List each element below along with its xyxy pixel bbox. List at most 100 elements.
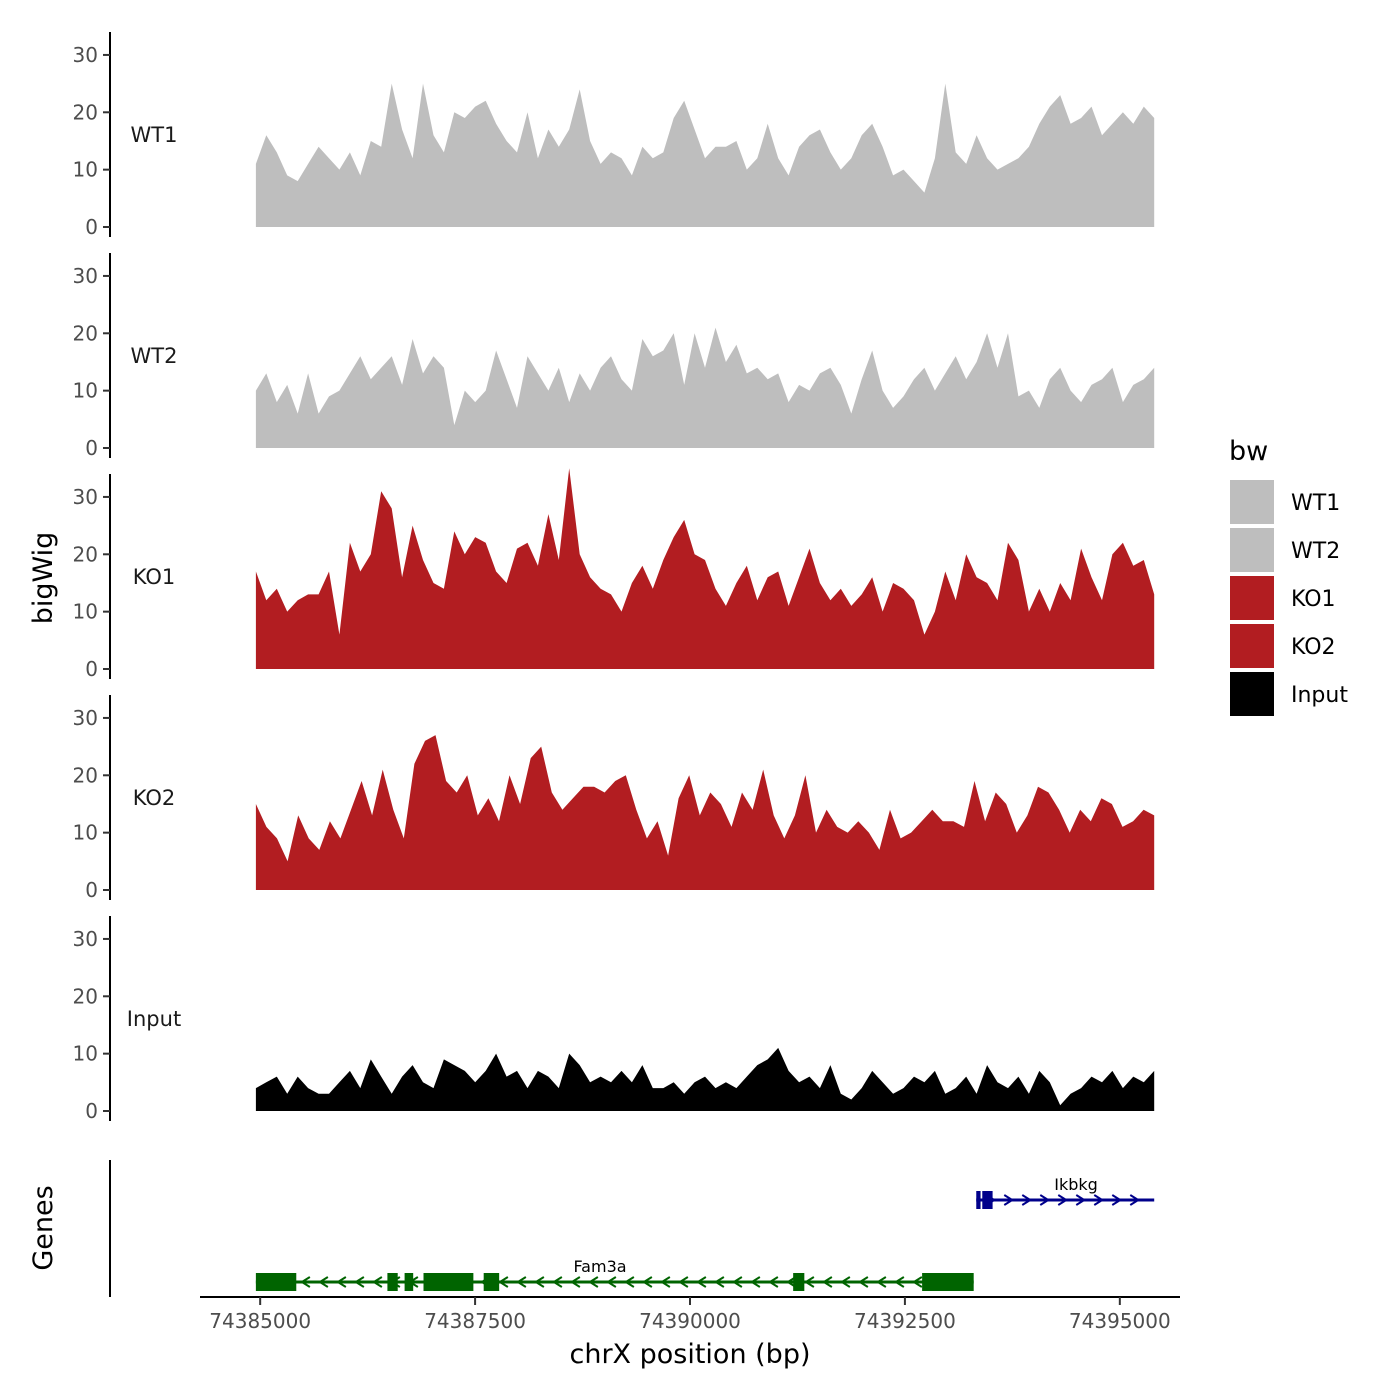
legend-label-wt1: WT1 [1291,491,1340,516]
y-tick-label: 10 [73,821,98,845]
x-tick-label: 74395000 [1069,1309,1171,1333]
strand-chevron [875,1276,887,1288]
gene-exon [982,1191,993,1209]
y-tick-label: 0 [85,878,98,902]
strand-chevron [893,1276,905,1288]
strand-chevron [1129,1194,1141,1206]
y-tick-label: 10 [73,158,98,182]
track-label: KO1 [133,565,176,589]
legend-label-ko1: KO1 [1291,587,1336,612]
legend-label-ko2: KO2 [1291,635,1336,660]
strand-chevron [533,1276,545,1288]
legend-key-ko2 [1230,624,1274,668]
track-panel-ko1: 0 10 20 30 KO1 [73,468,1155,681]
legend-title: bw [1229,436,1268,467]
strand-chevron [605,1276,617,1288]
gene-exon [976,1191,981,1209]
strand-chevron [821,1276,833,1288]
coverage-area-wt2 [255,327,1155,448]
coverage-area-ko1 [255,468,1155,669]
strand-chevron [677,1276,689,1288]
track-panel-input: 0 10 20 30 Input [73,916,1155,1123]
y-tick-label: 10 [73,379,98,403]
genes-axis-title: Genes [28,1185,59,1270]
strand-chevron [731,1276,743,1288]
gene-exon [255,1273,297,1291]
gene-fam3a: Fam3a [255,1257,974,1291]
strand-chevron [569,1276,581,1288]
strand-chevron [353,1276,365,1288]
gene-exon [387,1273,398,1291]
strand-chevron [839,1276,851,1288]
gene-exon [922,1273,974,1291]
y-tick-label: 30 [73,264,98,288]
strand-chevron [695,1276,707,1288]
strand-chevron [1057,1194,1069,1206]
gene-exon [404,1273,414,1291]
strand-chevron [497,1276,509,1288]
gene-exon [423,1273,474,1291]
gene-label: Fam3a [573,1257,626,1276]
strand-chevron [641,1276,653,1288]
strand-chevron [803,1276,815,1288]
gene-label: Ikbkg [1054,1175,1098,1194]
strand-chevron [659,1276,671,1288]
y-tick-label: 0 [85,1099,98,1123]
y-tick-label: 30 [73,43,98,67]
y-tick-label: 30 [73,927,98,951]
strand-chevron [335,1276,347,1288]
legend-key-ko1 [1230,576,1274,620]
track-label: KO2 [133,786,176,810]
x-axis-title: chrX position (bp) [569,1339,810,1370]
y-tick-label: 10 [73,600,98,624]
y-tick-label: 0 [85,436,98,460]
legend-key-input [1230,672,1274,716]
strand-chevron [749,1276,761,1288]
y-tick-label: 30 [73,706,98,730]
strand-chevron [1039,1194,1051,1206]
strand-chevron [587,1276,599,1288]
y-tick-label: 20 [73,984,98,1008]
strand-chevron [515,1276,527,1288]
y-tick-label: 10 [73,1042,98,1066]
y-tick-label: 20 [73,542,98,566]
strand-chevron [713,1276,725,1288]
strand-chevron [623,1276,635,1288]
y-tick-label: 30 [73,485,98,509]
y-tick-label: 20 [73,321,98,345]
x-tick-label: 74385000 [209,1309,311,1333]
x-tick-label: 74387500 [424,1309,526,1333]
legend-key-wt1 [1230,480,1274,524]
y-tick-label: 0 [85,657,98,681]
strand-chevron [317,1276,329,1288]
strand-chevron [1075,1194,1087,1206]
strand-chevron [1111,1194,1123,1206]
coverage-area-ko2 [255,735,1155,890]
y-tick-label: 20 [73,763,98,787]
y-tick-label: 0 [85,215,98,239]
gene-exon [483,1273,500,1291]
track-label: Input [127,1007,181,1031]
strand-chevron [1021,1194,1033,1206]
track-panel-ko2: 0 10 20 30 KO2 [73,695,1155,902]
coverage-area-wt1 [255,83,1155,227]
y-axis-title: bigWig [28,532,59,625]
strand-chevron [857,1276,869,1288]
coverage-area-input [255,1047,1155,1111]
gene-exon [793,1273,805,1291]
track-label: WT1 [131,123,178,147]
strand-chevron [299,1276,311,1288]
legend-label-input: Input [1291,683,1348,708]
strand-chevron [371,1276,383,1288]
strand-chevron [1003,1194,1015,1206]
strand-chevron [1093,1194,1105,1206]
x-tick-label: 74390000 [639,1309,741,1333]
gene-ikbkg: Ikbkg [976,1175,1155,1209]
track-panel-wt2: 0 10 20 30 WT2 [73,253,1155,460]
x-tick-label: 74392500 [854,1309,956,1333]
y-tick-label: 20 [73,100,98,124]
track-label: WT2 [131,344,178,368]
strand-chevron [551,1276,563,1288]
strand-chevron [767,1276,779,1288]
